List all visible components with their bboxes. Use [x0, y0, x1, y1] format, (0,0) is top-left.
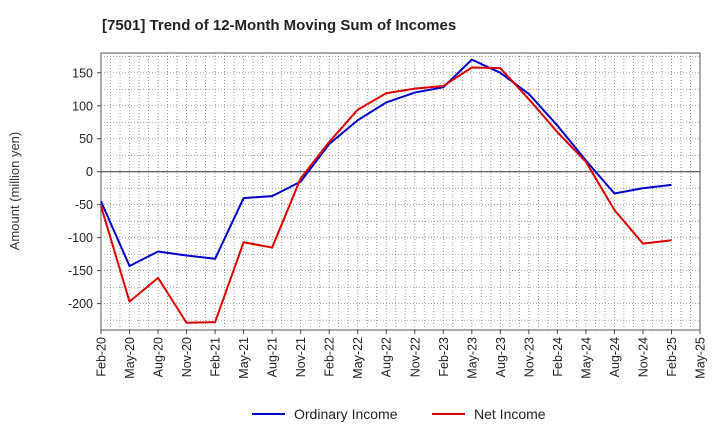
series-lines: [100, 58, 672, 324]
chart-title: [7501] Trend of 12-Month Moving Sum of I…: [102, 17, 456, 34]
y-tick-label: -100: [68, 231, 93, 245]
y-axis-label: Amount (million yen): [7, 132, 22, 251]
x-tick-label: Feb-21: [209, 337, 223, 377]
x-tick-label: May-20: [123, 337, 137, 379]
x-tick-label: Feb-23: [437, 337, 451, 377]
x-tick-label: May-23: [465, 337, 479, 379]
x-tick-label: Nov-21: [294, 337, 308, 377]
x-tick-label: Feb-20: [95, 337, 109, 377]
x-tick-label: May-24: [579, 337, 593, 379]
x-tick-label: May-25: [694, 337, 708, 379]
x-tick-label: May-21: [237, 337, 251, 379]
y-tick-label: -50: [75, 198, 93, 212]
y-tick-label: 150: [72, 66, 93, 80]
y-tick-label: -150: [68, 264, 93, 278]
x-tick-label: Aug-21: [266, 337, 280, 377]
x-tick-label: Nov-22: [408, 337, 422, 377]
y-tick-label: 50: [79, 132, 93, 146]
x-tick-label: Aug-20: [152, 337, 166, 377]
series-line-ordinary-income: [100, 58, 672, 268]
x-tick-label: Nov-20: [180, 337, 194, 377]
series-line-net-income: [100, 66, 672, 324]
plot-area: [100, 52, 701, 331]
x-tick-label: Feb-24: [551, 337, 565, 377]
legend-label-ordinary-income: Ordinary Income: [294, 406, 398, 422]
x-tick-label: Aug-23: [494, 337, 508, 377]
x-tick-label: Aug-24: [608, 337, 622, 377]
x-tick-label: Nov-23: [522, 337, 536, 377]
y-tick-label: -200: [68, 297, 93, 311]
grid-lines: [101, 53, 700, 330]
x-tick-label: Aug-22: [380, 337, 394, 377]
x-tick-label: Feb-25: [665, 337, 679, 377]
legend-label-net-income: Net Income: [474, 406, 546, 422]
x-tick-label: Nov-24: [636, 337, 650, 377]
x-tick-label: Feb-22: [323, 337, 337, 377]
legend: Ordinary Income Net Income: [252, 406, 546, 422]
y-axis-ticks: 150 100 50 0 -50 -100 -150 -200: [68, 66, 101, 311]
x-axis-ticks: Feb-20 May-20 Aug-20 Nov-20 Feb-21 May-21 Aug-…: [95, 330, 708, 379]
y-tick-label: 0: [86, 165, 93, 179]
y-tick-label: 100: [72, 99, 93, 113]
x-tick-label: May-22: [351, 337, 365, 379]
